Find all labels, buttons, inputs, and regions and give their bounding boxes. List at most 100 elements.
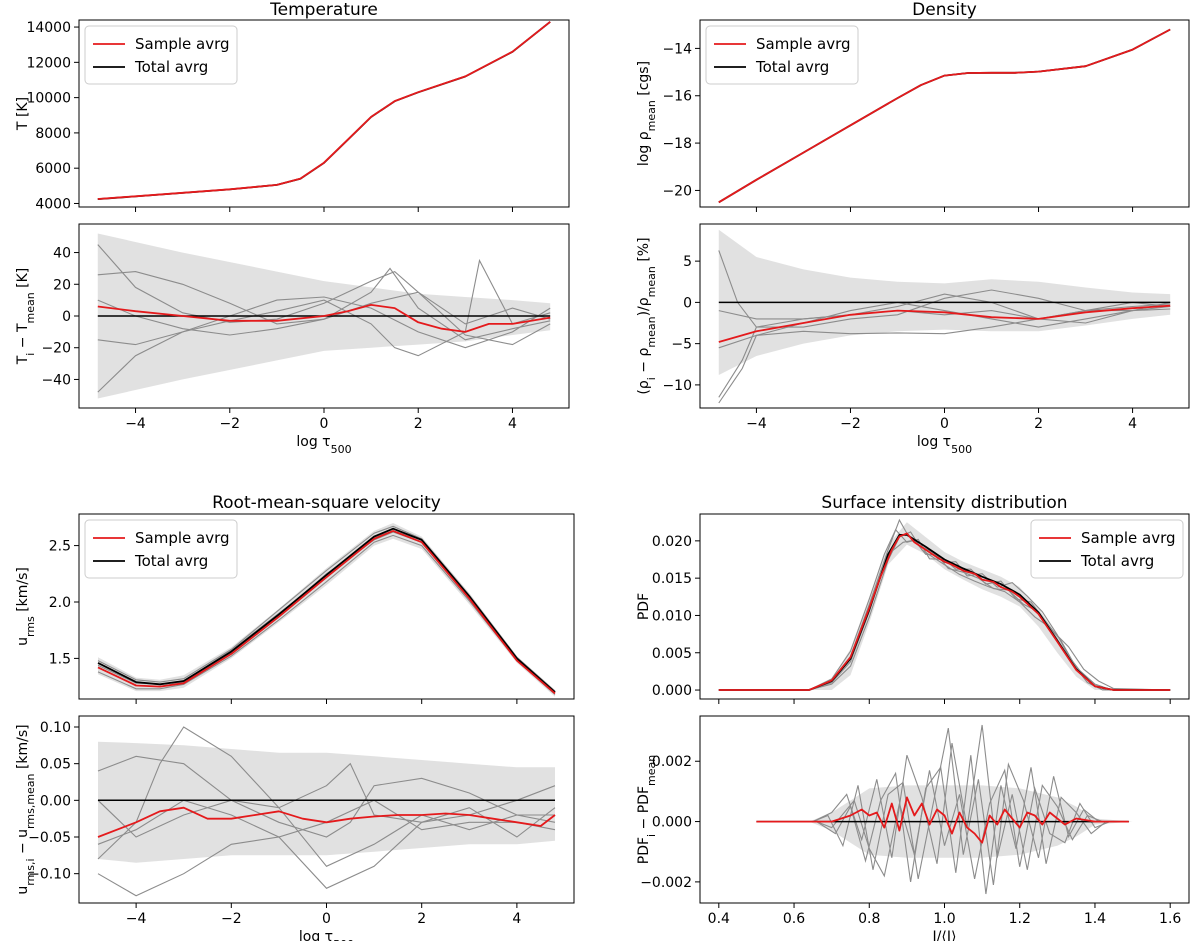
density-bottom-xtick-label: 0 <box>940 416 949 432</box>
temperature-bottom-ytick-label: 20 <box>53 277 71 293</box>
temperature-bottom-xtick-label: 4 <box>508 416 517 432</box>
density-top-ytick-label: −20 <box>662 183 692 199</box>
density-bottom-ytick-label: −10 <box>662 378 692 394</box>
intensity-top-ytick-label: 0.000 <box>652 683 692 699</box>
density-bottom-member-line-4 <box>718 301 1171 349</box>
velocity-bottom-member-line-2 <box>97 726 555 867</box>
velocity-top-total-avrg-line <box>97 527 556 693</box>
intensity-top-panel: 0.000 0.005 0.010 0.015 0.020 PDF Sample avrg T… <box>636 513 1190 704</box>
density-top-ytick-label: −16 <box>662 89 692 105</box>
intensity-bottom-xtick-label: 1.6 <box>1159 911 1181 927</box>
temperature-top-legend-sample-avrg-label: Sample avrg <box>135 35 230 53</box>
intensity-bottom-member-line-4 <box>816 768 1111 880</box>
density-bottom-sample-avrg-line <box>718 304 1171 343</box>
velocity-title: Root-mean-square velocity <box>212 493 441 513</box>
temperature-top-ytick-label: 6000 <box>35 161 71 177</box>
velocity-top-legend-total-avrg-label: Total avrg <box>134 552 208 570</box>
velocity-top-y-label: urms [km/s] <box>15 567 37 646</box>
intensity-top-legend-box <box>1030 519 1184 579</box>
velocity-bottom-ytick-label: −0.05 <box>28 830 71 846</box>
temperature-bottom-xtick-label: 2 <box>414 416 423 432</box>
temperature-top-ytick-label: 4000 <box>35 196 71 212</box>
intensity-bottom-xtick-label: 0.8 <box>858 911 880 927</box>
density-bottom-y-label: (ρi − ρmean)/ρmean [%] <box>636 237 658 394</box>
velocity-top-member-line-2 <box>97 534 556 695</box>
density-bottom-ytick-label: 5 <box>683 254 692 270</box>
velocity-bottom-panel: −0.10 −0.05 0.00 0.05 0.10 −4 −2 0 2 4 urms,i − ur… <box>15 715 575 941</box>
temperature-top-legend-box <box>84 25 238 85</box>
temperature-bottom-member-line-4 <box>97 296 551 349</box>
intensity-title: Surface intensity distribution <box>821 493 1067 513</box>
velocity-bottom-xtick-label: 2 <box>417 911 426 927</box>
temperature-bottom-ytick-label: 40 <box>53 246 71 262</box>
density-bottom-ytick-label: 0 <box>683 295 692 311</box>
temperature-top-sample-avrg-line <box>97 21 551 200</box>
intensity-top-sample-avrg-line <box>718 532 1171 691</box>
temperature-title: Temperature <box>269 0 378 20</box>
velocity-bottom-ytick-label: 0.05 <box>40 757 71 773</box>
density-top-ytick-label: −14 <box>662 41 692 57</box>
velocity-bottom-ytick-label: 0.00 <box>40 793 71 809</box>
intensity-top-ytick-label: 0.005 <box>652 646 692 662</box>
density-bottom-xtick-label: 4 <box>1128 416 1137 432</box>
velocity-top-panel: 1.5 2.0 2.5 urms [km/s] Sample avrg Total avr… <box>15 513 575 704</box>
velocity-bottom-member-line-1 <box>97 755 556 838</box>
temperature-top-legend: Sample avrg Total avrg <box>84 25 238 85</box>
density-top-y-label: log ρmean [cgs] <box>636 61 658 166</box>
velocity-top-legend-box <box>84 519 238 579</box>
temperature-top-ytick-label: 8000 <box>35 126 71 142</box>
temperature-bottom-ytick-label: −40 <box>41 372 71 388</box>
density-bottom-x-label: log τ500 <box>917 434 972 456</box>
temperature-bottom-ytick-label: −20 <box>41 341 71 357</box>
density-top-legend-box <box>705 25 859 85</box>
intensity-top-ytick-label: 0.015 <box>652 571 692 587</box>
temperature-bottom-xtick-label: 0 <box>320 416 329 432</box>
velocity-top-sample-avrg-line <box>97 530 556 695</box>
density-top-ytick-label: −18 <box>662 136 692 152</box>
intensity-top-legend: Sample avrg Total avrg <box>1030 519 1184 579</box>
velocity-top-ytick-label: 2.0 <box>49 595 71 611</box>
intensity-bottom-ytick-label: 0.002 <box>652 754 692 770</box>
intensity-bottom-member-line-3 <box>812 727 1100 885</box>
velocity-bottom-xtick-label: −2 <box>221 911 242 927</box>
velocity-bottom-xtick-label: −4 <box>126 911 147 927</box>
density-bottom-member-line-2 <box>718 308 1171 404</box>
velocity-bottom-member-line-4 <box>97 762 556 838</box>
density-top-sample-avrg-line <box>718 28 1171 204</box>
velocity-bottom-xtick-label: 4 <box>512 911 521 927</box>
velocity-bottom-sample-avrg-line <box>97 806 556 838</box>
velocity-top-legend-sample-avrg-label: Sample avrg <box>135 529 230 547</box>
velocity-top-ytick-label: 1.5 <box>49 651 71 667</box>
temperature-bottom-x-label: log τ500 <box>296 434 351 456</box>
intensity-bottom-xtick-label: 1.0 <box>933 911 955 927</box>
temperature-top-ytick-label: 12000 <box>26 55 71 71</box>
velocity-bottom-xtick-label: 0 <box>322 911 331 927</box>
temperature-bottom-xtick-label: −4 <box>125 416 146 432</box>
intensity-bottom-panel: −0.002 0.000 0.002 0.4 0.6 0.8 1.0 1.2 1.4 1.6 PDF… <box>636 715 1190 941</box>
intensity-bottom-member-line-1 <box>812 724 1103 870</box>
intensity-top-member-line-2 <box>718 531 1171 691</box>
velocity-bottom-y-label: urms,i − urms,mean [km/s] <box>15 724 37 894</box>
temperature-bottom-xtick-label: −2 <box>219 416 240 432</box>
velocity-top-legend: Sample avrg Total avrg <box>84 519 238 579</box>
temperature-top-ytick-label: 10000 <box>26 91 71 107</box>
intensity-top-ytick-label: 0.020 <box>652 534 692 550</box>
intensity-bottom-y-label: PDFi − PDFmean <box>636 755 658 864</box>
density-bottom-panel: −10 −5 0 5 −4 −2 0 2 4 (ρi − ρmean)/ρmean [%] log … <box>636 223 1190 456</box>
intensity-bottom-x-label: I/⟨I⟩ <box>933 929 957 941</box>
velocity-bottom-ytick-label: 0.10 <box>40 720 71 736</box>
temperature-top-ytick-label: 14000 <box>26 20 71 36</box>
velocity-top-spread-band <box>98 523 555 697</box>
temperature-bottom-y-label: Ti − Tmean [K] <box>15 268 37 366</box>
temperature-top-panel: 4000 6000 8000 10000 12000 14000 T [K] Sample a… <box>15 19 570 212</box>
intensity-bottom-xtick-label: 1.2 <box>1009 911 1031 927</box>
density-top-legend-sample-avrg-label: Sample avrg <box>756 35 851 53</box>
density-bottom-ytick-label: −5 <box>671 337 692 353</box>
velocity-bottom-spread-band <box>98 741 555 863</box>
temperature-bottom-member-line-5 <box>97 267 551 341</box>
intensity-bottom-ytick-label: −0.002 <box>640 875 692 891</box>
velocity-top-ytick-label: 2.5 <box>49 539 71 555</box>
